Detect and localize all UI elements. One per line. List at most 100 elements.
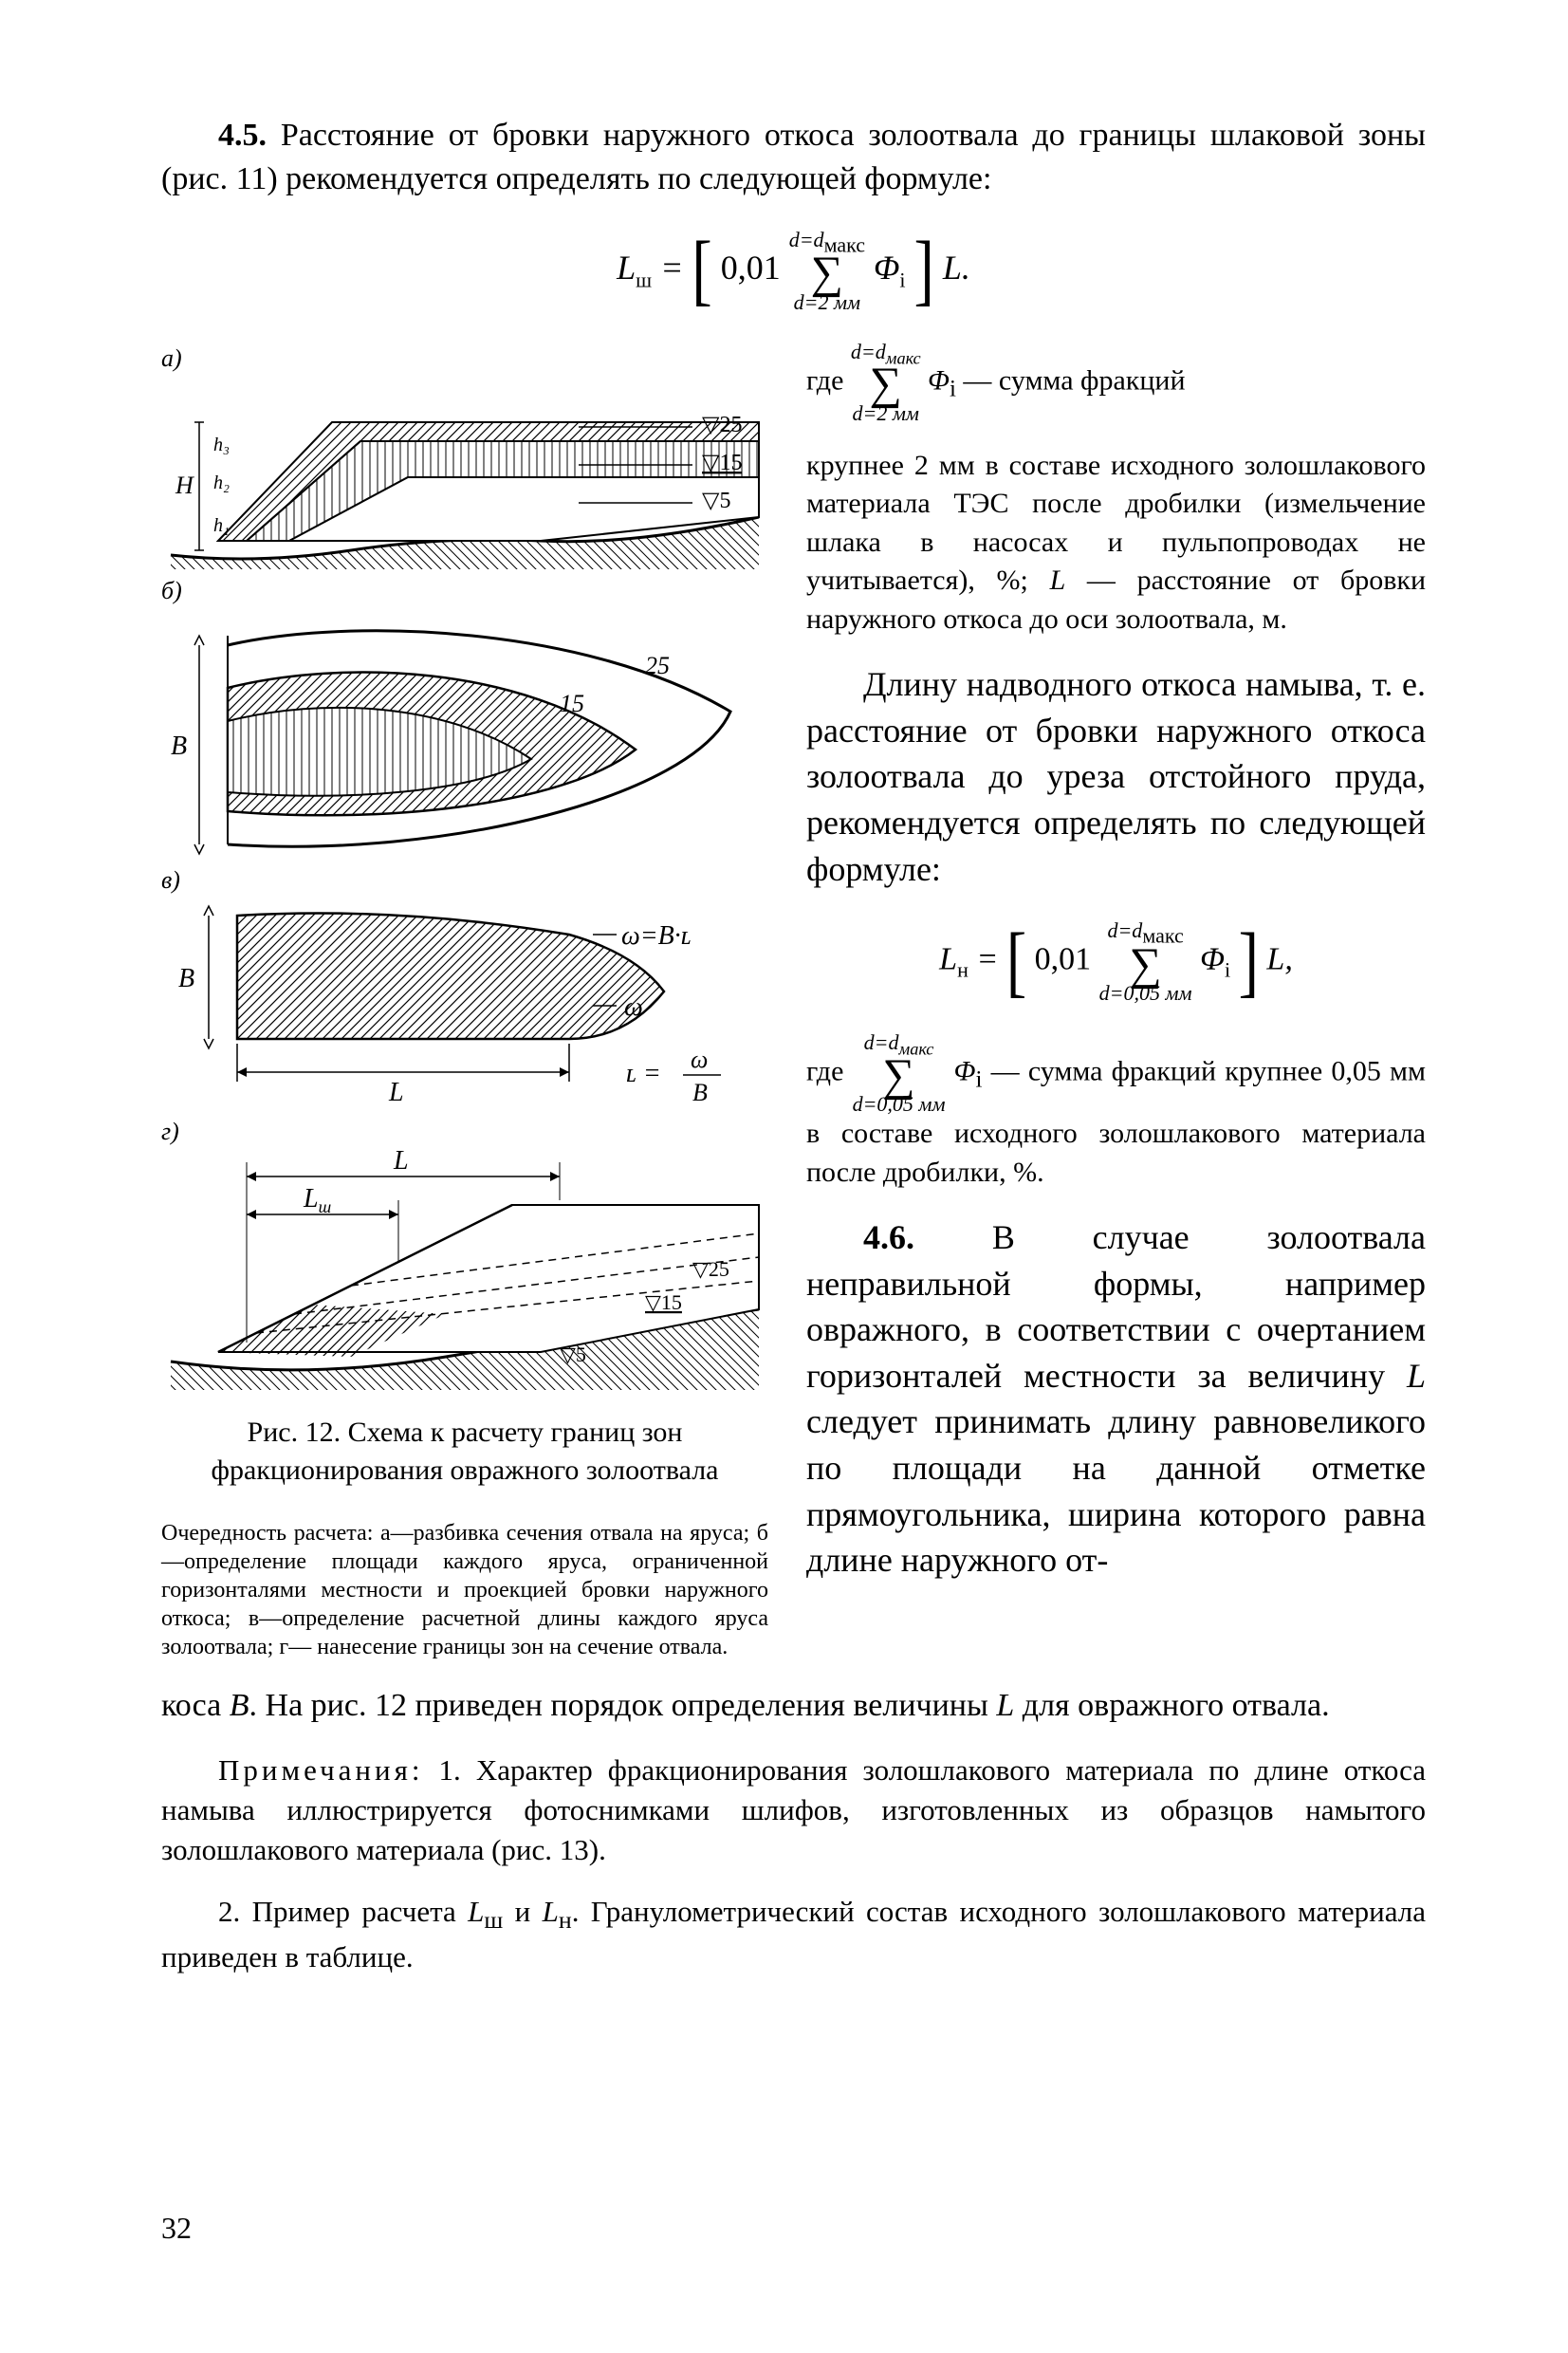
fig-g-m5: ▽5 (560, 1343, 586, 1366)
fig-v-eq-L: ʟ = (626, 1059, 661, 1088)
fig-v-w: ω (624, 992, 643, 1022)
sigma-icon: ∑ (851, 366, 921, 402)
figure-caption: Рис. 12. Схема к расчету границ зон фрак… (161, 1414, 768, 1491)
note2-a: 2. Пример расчета (218, 1895, 468, 1928)
fig-a-mark-15: ▽15 (702, 451, 742, 475)
where-text: — сумма фракций (963, 364, 1185, 396)
sum-bot: d=2 мм (851, 403, 921, 424)
section-4-6: 4.6. В случае золоотвала неправильной фо… (806, 1214, 1426, 1584)
where-clause-1-cont: крупнее 2 мм в составе исходного золошла… (806, 447, 1426, 639)
where-clause-2: где d=dмакс ∑ d=0,05 мм Φi — сумма фракц… (806, 1032, 1426, 1192)
sigma-icon: ∑ (1099, 947, 1192, 983)
section-4-6-cont: коса B. На рис. 12 приведен порядок опре… (161, 1684, 1426, 1728)
note2-sh: ш (484, 1907, 503, 1935)
formula-coef: 0,01 (721, 249, 781, 287)
formula-Ln: Lн = [ 0,01 d=dмакс ∑ d=0,05 мм Φi ] L, (806, 920, 1426, 1004)
formula-sub-sh: ш (636, 268, 652, 291)
figure-g: L Lш ▽25 ▽15 ▽5 (161, 1148, 768, 1395)
sum-bot: d=0,05 мм (1099, 983, 1192, 1004)
bracket-left: [ (1006, 909, 1026, 1015)
fig-v-eq-w: ω (691, 1046, 708, 1073)
phi: Φ (928, 364, 950, 396)
page-number: 32 (161, 2208, 192, 2249)
sum-expr-inline: d=dмакс ∑ d=0,05 мм (853, 1032, 946, 1115)
fig-v-eq-B: B (692, 1079, 708, 1106)
where-clause-1: где d=dмакс ∑ d=2 мм Φi — сумма фракций (806, 342, 1426, 424)
section-text: Расстояние от бровки наружного откоса зо… (161, 118, 1426, 196)
sum-bot: d=0,05 мм (853, 1094, 946, 1115)
fig-label-v: в) (161, 863, 768, 897)
text-column: где d=dмакс ∑ d=2 мм Φi — сумма фракций … (806, 342, 1426, 1606)
fig-label-b: б) (161, 574, 768, 607)
sigma-icon: ∑ (789, 255, 865, 291)
fig-a-h2: h₂ (213, 472, 230, 493)
var-L: L (996, 1688, 1014, 1723)
notes-label: Примечания: (218, 1753, 423, 1787)
sum-expr-inline: d=dмакс ∑ d=2 мм (851, 342, 921, 424)
cont-text2: . На рис. 12 приведен порядок определени… (249, 1688, 997, 1723)
fig-b-mark-15: 15 (560, 690, 584, 717)
fig-g-Lsh: Lш (303, 1184, 331, 1216)
formula-Lsh: Lш = [ 0,01 d=dмакс ∑ d=2 мм Φi ] L. (161, 230, 1426, 313)
sum-expr: d=dмакс ∑ d=0,05 мм (1099, 920, 1192, 1004)
fig-a-h1: h₁ (213, 515, 230, 536)
section-text-b: следует принимать длину равновеликого по… (806, 1402, 1426, 1579)
paragraph-Ln-intro: Длину надводного откоса намыва, т. е. ра… (806, 661, 1426, 892)
section-4-5: 4.5. Расстояние от бровки наружного отко… (161, 114, 1426, 201)
formula-eq: = (652, 249, 692, 287)
fig-g-L: L (393, 1148, 409, 1176)
var-L: L (1407, 1357, 1426, 1395)
fig-b-B: B (171, 732, 187, 761)
formula-phi: Φ (874, 249, 899, 287)
fig-b-mark-25: 25 (645, 652, 670, 679)
cont-text3: для овражного отвала. (1014, 1688, 1329, 1723)
cont-text: коса (161, 1688, 230, 1723)
fig-label-a: а) (161, 342, 768, 375)
sigma-icon: ∑ (853, 1058, 946, 1094)
note-1: Примечания: 1. Характер фракционирования… (161, 1751, 1426, 1870)
phi: Φ (954, 1055, 976, 1086)
formula-var-L: L (617, 249, 636, 287)
bracket-left: [ (692, 218, 711, 324)
fig-g-m15: ▽15 (645, 1290, 682, 1314)
bracket-right: ] (914, 218, 934, 324)
formula-coef: 0,01 (1035, 942, 1092, 977)
fig-a-mark-5: ▽5 (702, 489, 730, 513)
section-number: 4.5. (218, 118, 267, 153)
formula-phi-sub: i (899, 268, 905, 291)
fig-label-g: г) (161, 1115, 768, 1148)
phi-sub: i (950, 376, 956, 401)
note2-Ln: L (543, 1895, 559, 1928)
figure-v: ω=B·ʟ ω B L ʟ = ω B (161, 897, 768, 1115)
note2-n: н (559, 1907, 572, 1935)
var-B: B (230, 1688, 249, 1723)
formula-eq: = (968, 942, 1006, 977)
fig-v-B: B (178, 964, 194, 993)
figure-caption-sub: Очередность расчета: а—разбивка сечения … (161, 1519, 768, 1661)
phi-sub: i (976, 1066, 983, 1092)
sum-bot: d=2 мм (789, 292, 865, 313)
formula-L: L. (943, 249, 970, 287)
fig-a-mark-25: ▽25 (702, 413, 742, 437)
note2-Lsh: L (468, 1895, 484, 1928)
fig-a-h3: h₃ (213, 435, 230, 455)
formula-var-L: L (939, 942, 957, 977)
figures-column: а) (161, 342, 768, 1684)
note-2: 2. Пример расчета Lш и Lн. Гранулометрич… (161, 1892, 1426, 1977)
where-label: где (806, 364, 851, 396)
section-number: 4.6. (863, 1218, 914, 1256)
var-L: L (1050, 565, 1066, 596)
fig-v-wBc: ω=B·ʟ (621, 921, 692, 951)
page: 4.5. Расстояние от бровки наружного отко… (0, 0, 1568, 2353)
figure-a: H h₃ h₂ h₁ ▽25 ▽15 ▽5 (161, 375, 768, 574)
formula-phi: Φ (1200, 942, 1225, 977)
figure-b: 25 15 B (161, 607, 768, 863)
formula-phi-sub: i (1225, 958, 1230, 982)
fig-a-H: H (175, 472, 194, 499)
bracket-right: ] (1239, 909, 1259, 1015)
fig-v-L: L (388, 1078, 404, 1107)
sum-expr: d=dмакс ∑ d=2 мм (789, 230, 865, 313)
two-columns: а) (161, 342, 1426, 1684)
note2-and: и (503, 1895, 542, 1928)
formula-sub-n: н (957, 958, 968, 982)
